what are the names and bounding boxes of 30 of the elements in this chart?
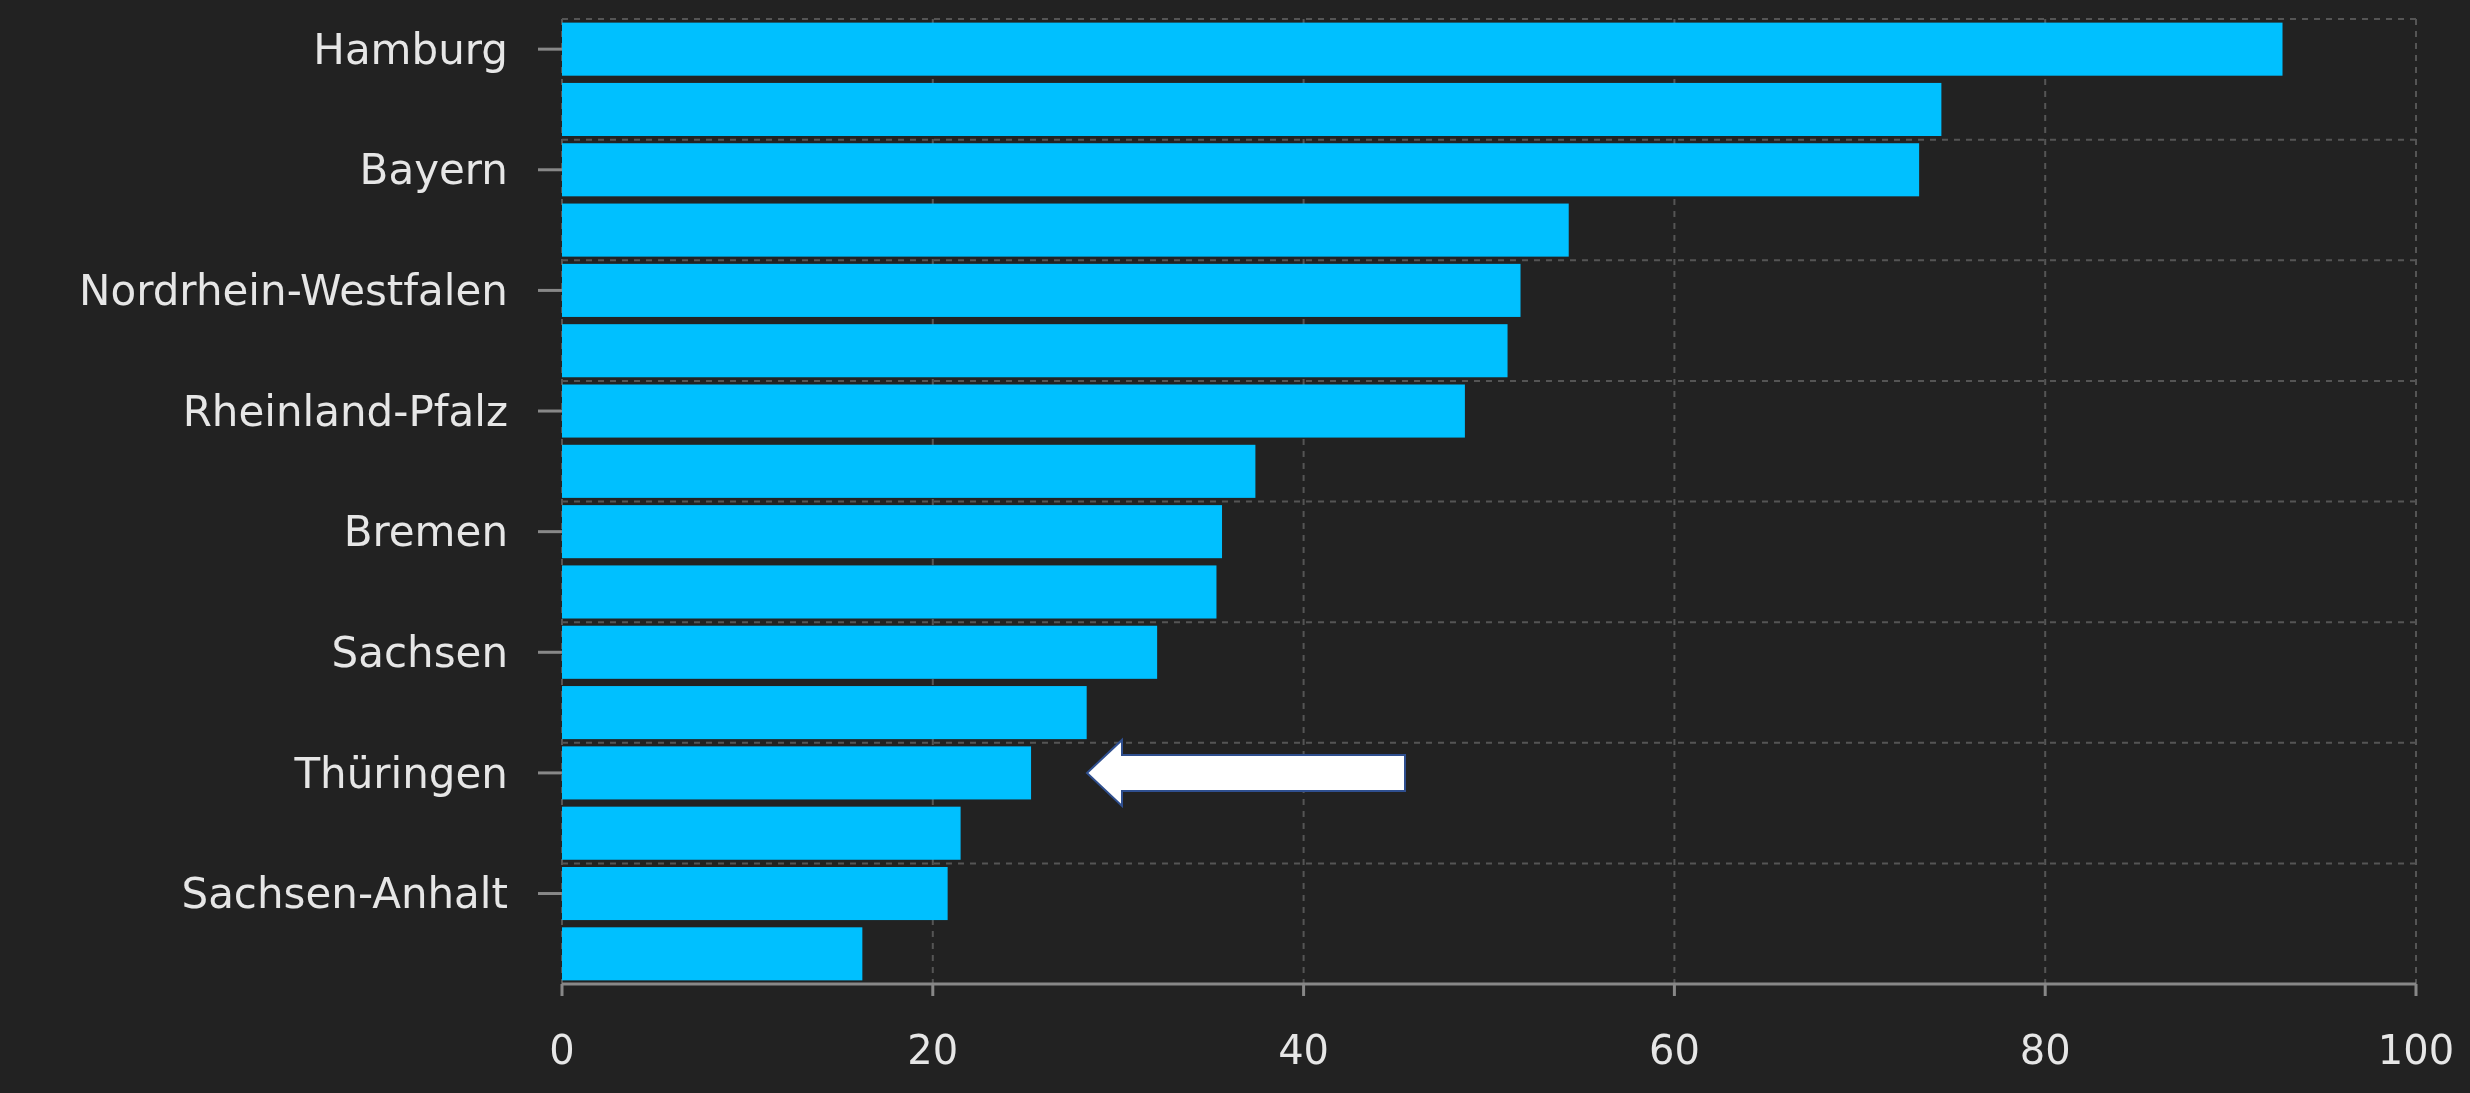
x-tick-label: 60 [1648, 1027, 1700, 1073]
bar [562, 505, 1223, 559]
x-tick-label: 40 [1278, 1027, 1330, 1073]
y-tick-label: Hamburg [313, 24, 508, 74]
bar [562, 22, 2283, 76]
x-tick-label: 80 [2019, 1027, 2071, 1073]
y-tick-label: Thüringen [293, 748, 508, 798]
bar [562, 806, 961, 860]
bar [562, 746, 1032, 800]
y-tick-label: Bremen [343, 507, 508, 557]
bar [562, 866, 948, 921]
y-tick-label: Nordrhein-Westfalen [79, 266, 508, 316]
bar [562, 927, 863, 981]
x-tick-label: 100 [2377, 1027, 2455, 1073]
bar [562, 324, 1508, 378]
y-tick-label: Sachsen [331, 627, 508, 677]
bar [562, 625, 1158, 679]
y-tick-label: Sachsen-Anhalt [181, 869, 508, 919]
bar [562, 444, 1256, 498]
bar [562, 143, 1920, 197]
bar [562, 263, 1521, 317]
bar [562, 82, 1942, 137]
x-tick-label: 20 [907, 1027, 959, 1073]
y-tick-label: Bayern [359, 145, 508, 195]
y-tick-label: Rheinland-Pfalz [182, 386, 508, 436]
bar [562, 686, 1087, 740]
x-tick-label: 0 [549, 1027, 575, 1073]
bar [562, 384, 1465, 438]
bar [562, 565, 1217, 619]
bar [562, 203, 1569, 257]
